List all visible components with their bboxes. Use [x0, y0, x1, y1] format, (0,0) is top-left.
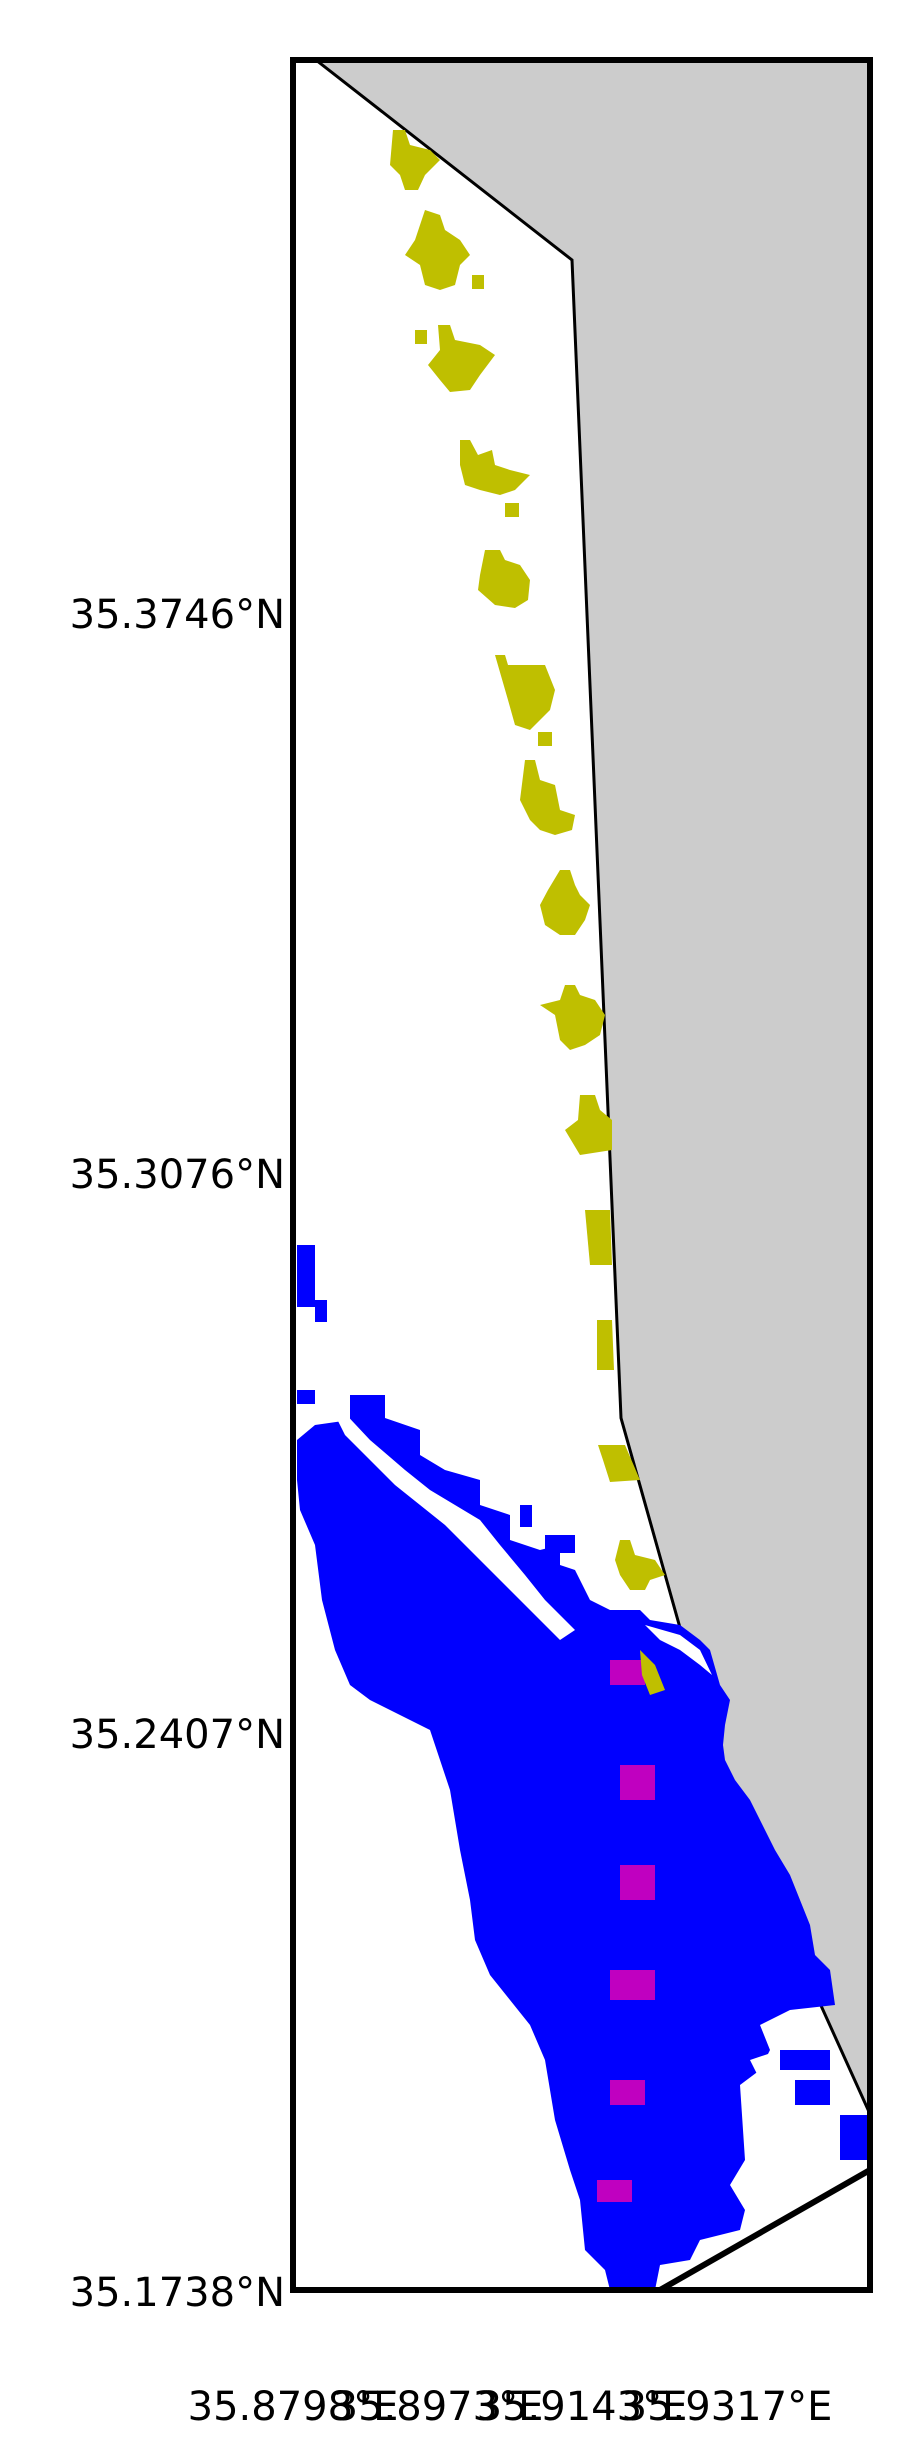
magenta-patch: [597, 2180, 632, 2202]
yellow-patch: [640, 1650, 665, 1695]
lat-tick-label: 35.1738°N: [70, 2270, 285, 2316]
magenta-patch: [610, 1660, 645, 1685]
yellow-patch: [495, 655, 555, 730]
yellow-region: [390, 130, 665, 1695]
yellow-patch: [538, 732, 552, 746]
gap-channel: [745, 2115, 840, 2190]
yellow-patch: [540, 870, 590, 935]
gap-channel: [750, 2050, 780, 2080]
yellow-patch: [615, 1540, 665, 1590]
blue-fragment: [840, 2115, 870, 2160]
blue-fragment: [297, 1245, 315, 1307]
yellow-patch: [520, 760, 575, 835]
yellow-patch: [428, 325, 495, 392]
magenta-patch: [610, 2080, 645, 2105]
blue-region: [297, 1245, 870, 2290]
blue-fragment: [315, 1300, 327, 1322]
blue-fragment: [545, 1535, 575, 1553]
magenta-patch: [620, 1765, 655, 1800]
yellow-patch: [405, 210, 470, 290]
yellow-patch: [390, 130, 440, 190]
blue-fragment: [780, 2050, 830, 2070]
yellow-patch: [478, 550, 530, 608]
yellow-patch: [505, 503, 519, 517]
blue-region-gaps: [335, 1408, 840, 2190]
lon-tick-label: 35.8798°E: [188, 2384, 399, 2430]
gap-channel: [335, 1408, 575, 1640]
lon-tick-label: 35.9143°E: [477, 2384, 688, 2430]
blue-main-body: [297, 1395, 835, 2290]
yellow-patch: [460, 440, 530, 495]
yellow-patch: [585, 1210, 612, 1265]
gap-channel: [645, 1625, 712, 1675]
magenta-region: [597, 1660, 655, 2202]
magenta-patch: [620, 1865, 655, 1900]
magenta-patch: [610, 1970, 655, 2000]
lat-tick-label: 35.3076°N: [70, 1152, 285, 1198]
lon-tick-label: 35.8973°E: [333, 2384, 544, 2430]
blue-fragment: [520, 1505, 532, 1527]
lat-tick-label: 35.2407°N: [70, 1712, 285, 1758]
yellow-patch: [598, 1445, 640, 1482]
yellow-patch: [540, 985, 605, 1050]
lat-tick-label: 35.3746°N: [70, 592, 285, 638]
yellow-patch: [472, 275, 484, 289]
blue-fragment: [795, 2080, 830, 2105]
yellow-patch: [415, 330, 427, 344]
map-frame: [290, 57, 873, 2293]
yellow-patch: [565, 1095, 612, 1155]
coastline-bottom: [658, 2167, 872, 2293]
lon-tick-label: 35.9317°E: [622, 2384, 833, 2430]
blue-fragment: [297, 1390, 315, 1404]
yellow-patch: [597, 1320, 614, 1370]
